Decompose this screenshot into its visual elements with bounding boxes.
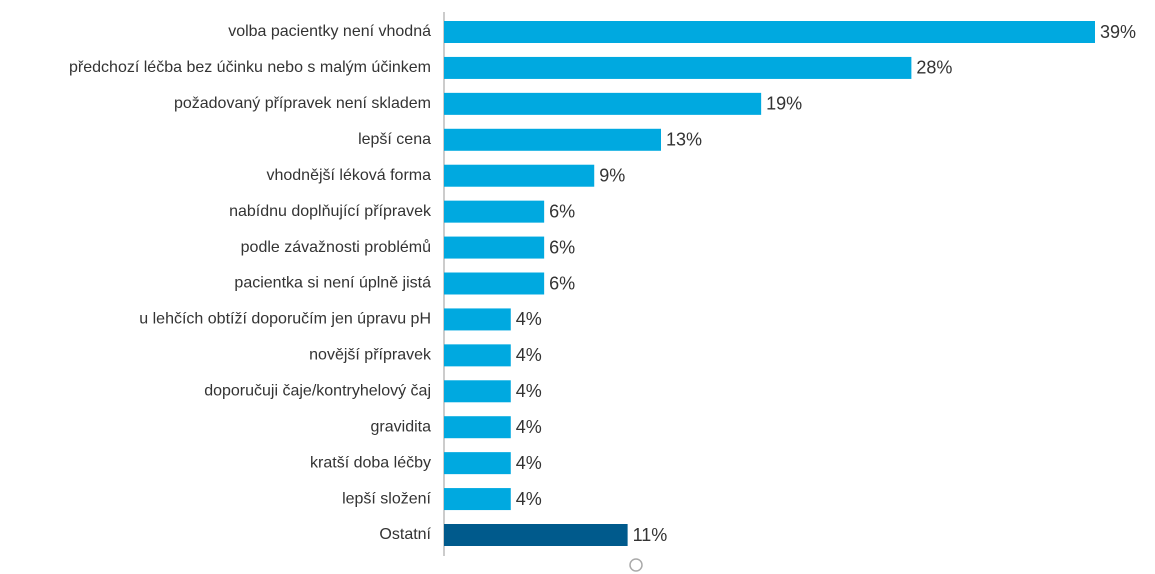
category-label: podle závažnosti problémů [241, 238, 431, 256]
value-label: 13% [666, 130, 702, 150]
bar [444, 272, 545, 295]
value-label: 28% [916, 58, 952, 78]
value-label: 4% [516, 345, 542, 365]
value-label: 4% [516, 417, 542, 437]
value-label: 4% [516, 381, 542, 401]
category-label: kratší doba léčby [310, 454, 431, 471]
category-label: volba pacientky není vhodná [228, 23, 431, 40]
bar [444, 56, 912, 79]
value-label: 9% [599, 165, 625, 185]
bar [444, 128, 661, 151]
category-label: Ostatní [379, 526, 431, 543]
category-label: pacientka si není úplně jistá [234, 275, 431, 292]
category-label: u lehčích obtíží doporučím jen úpravu pH [139, 311, 431, 328]
value-label: 11% [633, 525, 668, 545]
category-label: doporučuji čaje/kontryhelový čaj [204, 383, 431, 400]
logo-icon [629, 558, 643, 572]
value-label: 4% [516, 453, 542, 473]
bar [444, 488, 511, 511]
value-label: 4% [516, 309, 542, 329]
bar [444, 92, 762, 115]
bar [444, 236, 545, 259]
category-label: gravidita [371, 418, 432, 435]
value-label: 4% [516, 489, 542, 509]
value-label: 39% [1100, 22, 1136, 42]
bar [444, 452, 511, 475]
bar [444, 524, 628, 546]
category-label: nabídnu doplňující přípravek [229, 203, 432, 220]
bar [444, 344, 511, 367]
bar [444, 200, 545, 223]
bar [444, 21, 1095, 43]
bar [444, 164, 595, 187]
bar [444, 416, 511, 439]
value-label: 6% [549, 237, 575, 257]
category-label: předchozí léčba bez účinku nebo s malým … [69, 59, 431, 76]
value-label: 6% [549, 201, 575, 221]
value-label: 6% [549, 273, 575, 293]
category-label: novější přípravek [309, 347, 432, 364]
category-label: požadovaný přípravek není skladem [174, 95, 431, 112]
category-label: vhodnější léková forma [266, 167, 431, 184]
category-label: lepší složení [342, 490, 431, 507]
value-label: 19% [766, 94, 802, 114]
bar [444, 308, 511, 331]
bar [444, 380, 511, 403]
category-label: lepší cena [358, 131, 431, 148]
